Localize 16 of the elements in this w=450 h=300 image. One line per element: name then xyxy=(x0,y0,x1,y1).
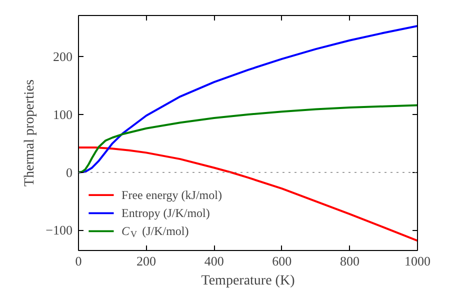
x-tick-label: 600 xyxy=(272,254,292,268)
y-tick-label: 200 xyxy=(53,49,72,64)
y-axis-title: Thermal properties xyxy=(22,80,38,186)
legend-label: Free energy (kJ/mol) xyxy=(122,188,222,202)
line-series xyxy=(78,146,418,242)
x-tick-label: 1000 xyxy=(404,254,430,268)
x-tick-label: 800 xyxy=(340,254,360,268)
x-axis-title: Temperature (K) xyxy=(201,274,296,288)
legend-label: Entropy (J/K/mol) xyxy=(122,206,210,220)
y-tick-label: −100 xyxy=(46,222,73,238)
x-tick-label: 400 xyxy=(204,254,224,268)
y-tick-label: 0 xyxy=(66,164,72,180)
y-tick-label: 100 xyxy=(53,106,72,122)
x-tick-label: 200 xyxy=(136,254,156,268)
line-series xyxy=(78,104,418,174)
line-series xyxy=(78,24,418,174)
